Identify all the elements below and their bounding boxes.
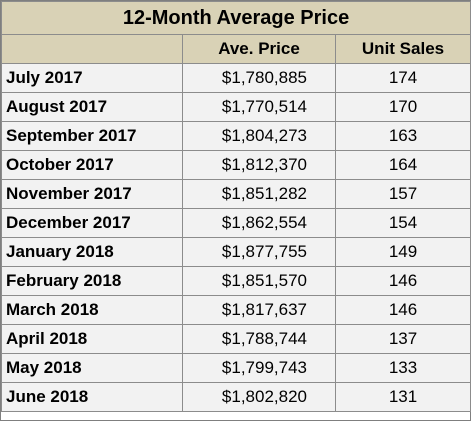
- month-cell: January 2018: [1, 237, 183, 267]
- table-body: 12-Month Average Price Ave. Price Unit S…: [0, 1, 471, 412]
- table-row: April 2018 $1,788,744 137: [1, 324, 471, 354]
- price-cell: $1,802,820: [182, 382, 336, 412]
- units-cell: 174: [334, 63, 471, 93]
- units-cell: 170: [334, 92, 471, 122]
- month-cell: May 2018: [1, 353, 183, 383]
- units-cell: 137: [334, 324, 471, 354]
- table-row: January 2018 $1,877,755 149: [1, 237, 471, 267]
- price-cell: $1,877,755: [182, 237, 336, 267]
- price-cell: $1,851,570: [182, 266, 336, 296]
- table-row: August 2017 $1,770,514 170: [1, 92, 471, 122]
- header-month: [1, 34, 183, 64]
- price-cell: $1,804,273: [182, 121, 336, 151]
- month-cell: October 2017: [1, 150, 183, 180]
- month-cell: September 2017: [1, 121, 183, 151]
- month-cell: November 2017: [1, 179, 183, 209]
- units-cell: 154: [334, 208, 471, 238]
- units-cell: 164: [334, 150, 471, 180]
- units-cell: 131: [334, 382, 471, 412]
- price-cell: $1,770,514: [182, 92, 336, 122]
- price-cell: $1,817,637: [182, 295, 336, 325]
- title-row: 12-Month Average Price: [0, 1, 471, 35]
- month-cell: August 2017: [1, 92, 183, 122]
- price-cell: $1,862,554: [182, 208, 336, 238]
- month-cell: July 2017: [1, 63, 183, 93]
- month-cell: June 2018: [1, 382, 183, 412]
- table-row: June 2018 $1,802,820 131: [1, 382, 471, 412]
- table-row: July 2017 $1,780,885 174: [1, 63, 471, 93]
- header-unit-sales: Unit Sales: [334, 34, 471, 64]
- units-cell: 157: [334, 179, 471, 209]
- month-cell: December 2017: [1, 208, 183, 238]
- month-cell: February 2018: [1, 266, 183, 296]
- table-row: May 2018 $1,799,743 133: [1, 353, 471, 383]
- price-cell: $1,799,743: [182, 353, 336, 383]
- month-cell: March 2018: [1, 295, 183, 325]
- units-cell: 149: [334, 237, 471, 267]
- price-cell: $1,812,370: [182, 150, 336, 180]
- table-row: November 2017 $1,851,282 157: [1, 179, 471, 209]
- header-row: Ave. Price Unit Sales: [1, 34, 471, 64]
- table-row: December 2017 $1,862,554 154: [1, 208, 471, 238]
- price-cell: $1,788,744: [182, 324, 336, 354]
- table-row: September 2017 $1,804,273 163: [1, 121, 471, 151]
- table-row: February 2018 $1,851,570 146: [1, 266, 471, 296]
- header-ave-price: Ave. Price: [182, 34, 336, 64]
- average-price-table: 12-Month Average Price Ave. Price Unit S…: [0, 1, 471, 412]
- table-title: 12-Month Average Price: [0, 1, 471, 35]
- units-cell: 146: [334, 295, 471, 325]
- price-cell: $1,851,282: [182, 179, 336, 209]
- units-cell: 146: [334, 266, 471, 296]
- units-cell: 163: [334, 121, 471, 151]
- price-cell: $1,780,885: [182, 63, 336, 93]
- month-cell: April 2018: [1, 324, 183, 354]
- table-row: October 2017 $1,812,370 164: [1, 150, 471, 180]
- units-cell: 133: [334, 353, 471, 383]
- table-row: March 2018 $1,817,637 146: [1, 295, 471, 325]
